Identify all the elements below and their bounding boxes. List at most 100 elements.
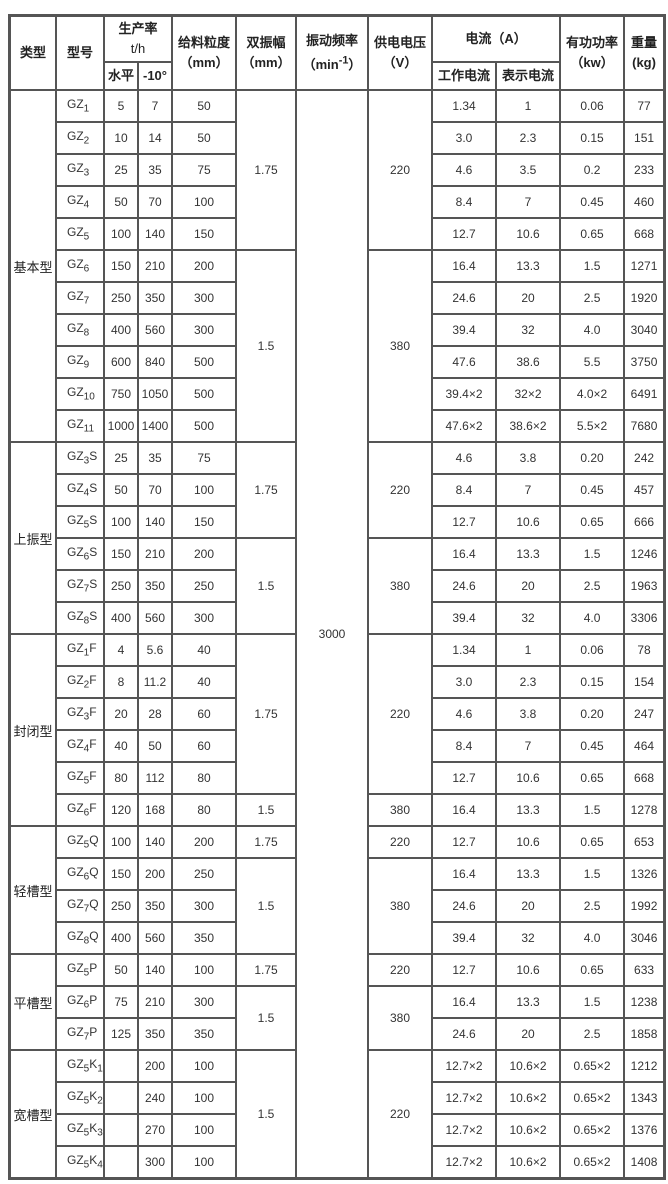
model-subscript: 5 [83, 839, 90, 851]
capacity-horizontal-cell: 150 [104, 250, 138, 282]
header-frequency: 振动频率 （min-1） [296, 16, 369, 90]
capacity-tilt-cell: 112 [138, 762, 173, 794]
power-cell: 4.0 [560, 922, 625, 954]
feed-size-cell: 50 [172, 90, 237, 122]
model-text: F [89, 737, 97, 752]
work-current-cell: 12.7 [432, 762, 497, 794]
feed-size-cell: 100 [172, 186, 237, 218]
weight-cell: 1858 [624, 1018, 665, 1050]
capacity-horizontal-cell: 400 [104, 602, 138, 634]
model-subscript: 2 [97, 1095, 103, 1107]
table-row: GZ5K2 240 100 12.7×2 10.6×2 0.65×2 1343 [10, 1082, 665, 1114]
capacity-horizontal-cell [104, 1050, 138, 1082]
model-cell: GZ4S [56, 474, 104, 506]
indicated-current-cell: 3.8 [496, 698, 561, 730]
indicated-current-cell: 20 [496, 570, 561, 602]
model-text: S [89, 449, 98, 464]
capacity-tilt-cell: 210 [138, 250, 173, 282]
weight-cell: 1246 [624, 538, 665, 570]
model-cell: GZ6Q [56, 858, 104, 890]
capacity-tilt-cell: 14 [138, 122, 173, 154]
weight-cell: 78 [624, 634, 665, 666]
capacity-tilt-cell: 210 [138, 538, 173, 570]
power-cell: 5.5 [560, 346, 625, 378]
capacity-horizontal-cell: 25 [104, 442, 138, 474]
feed-size-cell: 200 [172, 826, 237, 858]
model-subscript: 3 [97, 1127, 103, 1139]
table-row: GZ6P 75 210 300 1.5 380 16.4 13.3 1.5 1238 [10, 986, 665, 1050]
model-cell: GZ10 [56, 378, 104, 410]
model-subscript: 9 [83, 359, 90, 371]
feed-size-cell: 300 [172, 602, 237, 634]
work-current-cell: 12.7 [432, 954, 497, 986]
work-current-cell: 4.6 [432, 698, 497, 730]
model-text: GZ [67, 1025, 84, 1040]
frequency-cell: 3000 [296, 90, 369, 1178]
capacity-tilt-cell: 560 [138, 314, 173, 346]
weight-cell: 1271 [624, 250, 665, 282]
table-body: 基本型 GZ1 5 7 50 1.75 3000 220 1.34 1 0.06 77 GZ2 10 14 5… [10, 90, 665, 1178]
table-row: GZ5F 80 112 80 12.7 10.6 0.65 668 [10, 762, 665, 794]
work-current-cell: 39.4 [432, 314, 497, 346]
feed-size-cell: 300 [172, 890, 237, 922]
model-subscript: 5 [83, 1063, 90, 1075]
model-cell: GZ1F [56, 634, 104, 666]
model-text: S [89, 513, 98, 528]
feed-size-cell: 80 [172, 762, 237, 794]
capacity-tilt-cell: 560 [138, 922, 173, 954]
capacity-tilt-cell: 70 [138, 474, 173, 506]
type-cell: 平槽型 [10, 954, 56, 1050]
weight-cell: 666 [624, 506, 665, 538]
voltage-cell: 380 [368, 858, 433, 954]
table-row: GZ8Q 400 560 350 39.4 32 4.0 3046 [10, 922, 665, 954]
model-text: GZ [67, 257, 84, 272]
work-current-cell: 24.6 [432, 282, 497, 314]
feed-size-cell: 300 [172, 986, 237, 1018]
table-row: GZ3 25 35 75 4.6 3.5 0.2 233 [10, 154, 665, 186]
header-tilt: -10° [138, 62, 173, 90]
header-current: 电流（A） [432, 16, 561, 62]
model-text: F [89, 801, 97, 816]
weight-cell: 151 [624, 122, 665, 154]
model-subscript: 6 [83, 551, 90, 563]
capacity-horizontal-cell: 125 [104, 1018, 138, 1050]
feed-size-cell: 250 [172, 570, 237, 602]
power-cell: 0.2 [560, 154, 625, 186]
power-cell: 0.65×2 [560, 1082, 625, 1114]
power-cell: 0.20 [560, 698, 625, 730]
feed-size-cell: 300 [172, 314, 237, 346]
capacity-horizontal-cell: 600 [104, 346, 138, 378]
model-cell: GZ11 [56, 410, 104, 442]
header-horizontal: 水平 [104, 62, 138, 90]
model-cell: GZ7 [56, 282, 104, 314]
model-cell: GZ5K3 [56, 1114, 104, 1146]
feed-size-cell: 60 [172, 730, 237, 762]
table-row: GZ5 100 140 150 12.7 10.6 0.65 668 [10, 218, 665, 250]
model-subscript: 6 [83, 263, 90, 275]
indicated-current-cell: 10.6 [496, 954, 561, 986]
indicated-current-cell: 13.3 [496, 250, 561, 282]
header-feed-size: 给料粒度 （mm） [172, 16, 237, 90]
work-current-cell: 8.4 [432, 474, 497, 506]
header-indicated-current: 表示电流 [496, 62, 561, 90]
model-text: F [89, 705, 97, 720]
table-row: GZ9 600 840 500 47.6 38.6 5.5 3750 [10, 346, 665, 378]
table-row: GZ7S 250 350 250 24.6 20 2.5 1963 [10, 570, 665, 602]
amplitude-cell: 1.5 [236, 250, 297, 442]
voltage-cell: 380 [368, 986, 433, 1050]
capacity-horizontal-cell: 5 [104, 90, 138, 122]
indicated-current-cell: 10.6×2 [496, 1146, 561, 1178]
model-cell: GZ3F [56, 698, 104, 730]
capacity-tilt-cell: 140 [138, 506, 173, 538]
table-row: GZ8S 400 560 300 39.4 32 4.0 3306 [10, 602, 665, 634]
amplitude-cell: 1.75 [236, 826, 297, 858]
model-text: GZ [67, 385, 84, 400]
power-cell: 1.5 [560, 986, 625, 1018]
capacity-tilt-cell: 28 [138, 698, 173, 730]
capacity-tilt-cell: 240 [138, 1082, 173, 1114]
model-text: GZ [67, 737, 84, 752]
power-cell: 0.65 [560, 826, 625, 858]
work-current-cell: 39.4 [432, 922, 497, 954]
feed-size-cell: 100 [172, 474, 237, 506]
type-cell: 宽槽型 [10, 1050, 56, 1178]
